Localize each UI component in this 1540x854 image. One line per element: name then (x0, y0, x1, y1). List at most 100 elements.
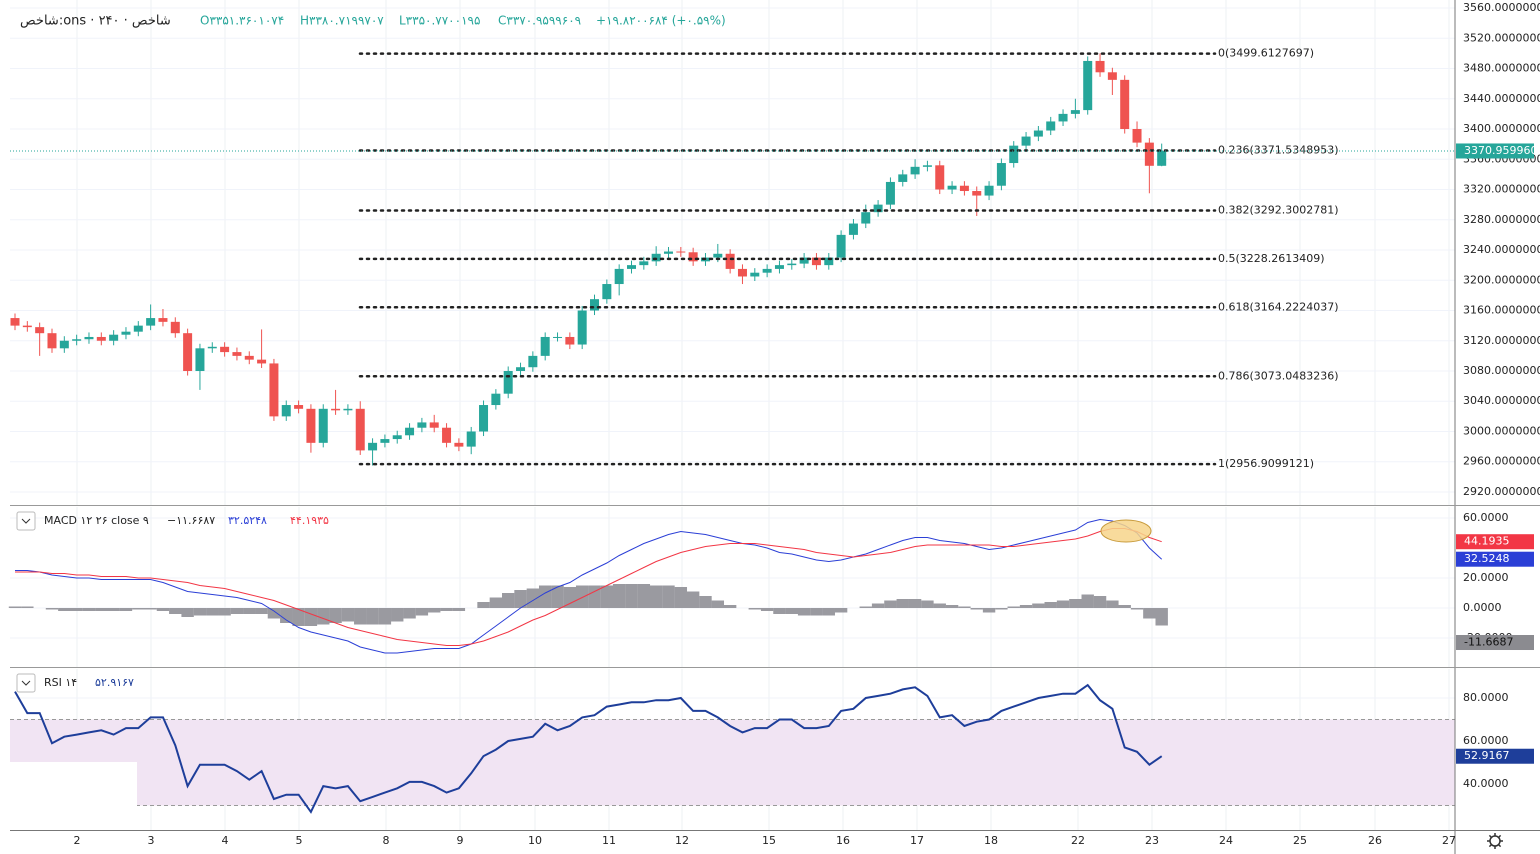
fib-label: 0.786(3073.0483236) (1218, 369, 1339, 382)
candle-body (873, 204, 883, 213)
candle-body (922, 165, 932, 167)
ohlc-low: L۳۳۵۰.۷۷۰۰۱۹۵ (399, 14, 480, 28)
candle-body (257, 359, 267, 364)
candle-body (392, 435, 402, 440)
candle-body (935, 165, 945, 190)
y-tick-label: 3160.0000000 (1463, 304, 1540, 317)
candle-body (405, 427, 415, 436)
candle-body (972, 191, 982, 196)
candle-body (294, 405, 304, 409)
macd-line-value: ۳۲.۵۲۴۸ (228, 514, 267, 527)
y-tick-label: 3200.0000000 (1463, 273, 1540, 286)
candle-body (466, 431, 476, 447)
ohlc-change: +۱۹.۸۲۰۰۶۸۴ (+۰.۵۹%) (596, 14, 726, 28)
x-tick-label: 25 (1293, 834, 1307, 847)
candle-body (183, 333, 193, 371)
candle-body (368, 442, 378, 451)
candle-body (516, 367, 526, 371)
candle-body (59, 340, 69, 349)
candle-body (269, 363, 279, 417)
macd-histogram-bar (908, 599, 922, 609)
candle-body (454, 442, 464, 447)
candle-body (429, 422, 439, 428)
macd-histogram-bar (403, 608, 416, 619)
candle-body (220, 346, 230, 353)
macd-histogram-bar (538, 585, 552, 609)
macd-last-label-box (1456, 534, 1534, 550)
candle-body (1132, 129, 1142, 143)
macd-line (15, 528, 1162, 646)
candle-body (343, 408, 353, 411)
settings-icon[interactable] (1487, 833, 1503, 849)
candle-body (281, 405, 291, 417)
candle-body (355, 408, 365, 451)
candle-body (984, 185, 994, 196)
macd-histogram-bar (181, 608, 194, 618)
macd-histogram-bar (1056, 600, 1070, 609)
macd-histogram-bar (107, 608, 120, 612)
y-tick-label: 40.0000 (1463, 777, 1509, 790)
macd-histogram-bar (440, 608, 453, 612)
candle-body (959, 185, 969, 192)
last-price-label-box (1456, 143, 1534, 159)
candle-body (1157, 150, 1167, 166)
price-axis-bg (1455, 0, 1540, 854)
macd-histogram-bar (452, 608, 466, 612)
macd-histogram-bar (884, 600, 897, 609)
macd-histogram-bar (773, 608, 786, 615)
candle-body (824, 257, 834, 266)
macd-histogram-bar (896, 599, 909, 609)
candle-body (528, 355, 538, 368)
y-tick-label: 3280.0000000 (1463, 213, 1540, 226)
overlay: 0(3499.6127697) 0.236(3371.5348953) 0.382(… (10, 47, 1455, 470)
candle-body (1009, 145, 1019, 164)
candle-body (1095, 60, 1105, 73)
macd-histogram-bar (563, 587, 577, 609)
macd-histogram-bar (502, 593, 515, 609)
y-tick-label: 60.0000 (1463, 734, 1509, 747)
macd-hist-value: −۱۱.۶۶۸۷ (167, 514, 215, 527)
candle-body (799, 257, 809, 264)
macd-histogram-bar (797, 608, 811, 616)
collapse-button[interactable] (16, 511, 36, 531)
candle-body (306, 408, 316, 443)
candle-body (848, 223, 858, 235)
candle-body (725, 253, 735, 269)
x-tick-label: 3 (148, 834, 155, 847)
x-tick-label: 18 (984, 834, 998, 847)
collapse-button[interactable] (16, 673, 36, 693)
macd-histogram-bar (366, 608, 379, 625)
candle-body (1033, 130, 1043, 137)
candle-body (35, 327, 45, 334)
x-tick-label: 16 (836, 834, 850, 847)
macd-last-label-box (1456, 551, 1534, 567)
macd-histogram-bar (970, 608, 983, 610)
x-tick-label: 4 (222, 834, 229, 847)
x-tick-label: 24 (1219, 834, 1233, 847)
macd-histogram-bar (674, 587, 688, 609)
candle-body (885, 181, 895, 205)
y-tick-label: 3080.0000000 (1463, 364, 1540, 377)
candle-body (133, 325, 143, 332)
macd-histogram-bar (686, 591, 700, 609)
candle-body (503, 370, 513, 394)
macd-last-label: -11.6687 (1464, 636, 1513, 649)
rsi-last-label: 52.9167 (1464, 749, 1510, 762)
macd-histogram-bar (1118, 605, 1131, 609)
candle-body (195, 348, 205, 371)
macd-histogram-bar (218, 608, 231, 616)
candle-body (713, 253, 723, 258)
y-tick-label: 3040.0000000 (1463, 394, 1540, 407)
macd-histogram-bar (354, 608, 367, 625)
candle-body (553, 336, 563, 338)
candle-body (417, 422, 427, 428)
macd-histogram-bar (95, 608, 108, 612)
y-tick-label: 3120.0000000 (1463, 334, 1540, 347)
macd-histogram-bar (317, 608, 330, 625)
candle-body (577, 310, 587, 345)
macd-histogram-bar (982, 608, 996, 613)
macd-histogram-bar (489, 597, 503, 609)
candle-body (232, 352, 242, 356)
x-tick-label: 8 (383, 834, 390, 847)
highlight-ellipse (1100, 519, 1152, 543)
